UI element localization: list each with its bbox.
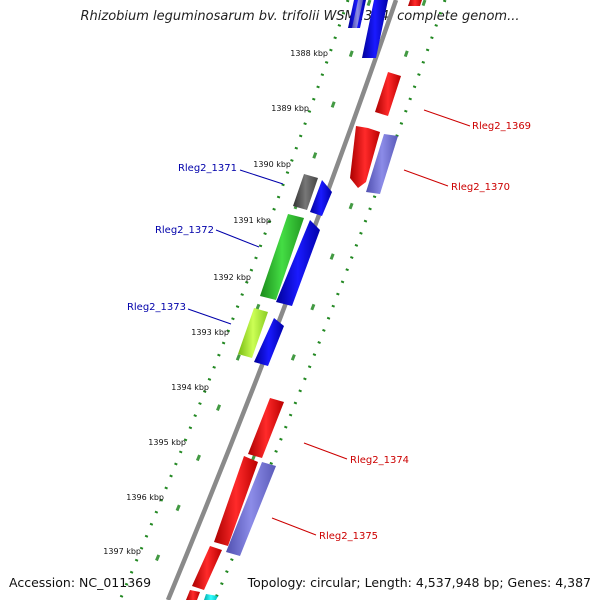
cds-arrow-rleg2-1371[interactable] — [310, 180, 332, 216]
cds-arrow-rleg2-1373[interactable] — [254, 318, 284, 366]
gene-arrow[interactable] — [352, 0, 363, 28]
gene-label-group: Rleg2_1369 Rleg2_1370 Rleg2_1371 Rleg2_1… — [127, 121, 531, 542]
gene-label-rleg2-1369[interactable]: Rleg2_1369 — [472, 121, 531, 132]
gene-label-rleg2-1375[interactable]: Rleg2_1375 — [319, 531, 378, 542]
cds-arrow-rleg2-1375[interactable] — [214, 456, 258, 546]
cds-arrow[interactable] — [186, 590, 200, 600]
cds-arrow-rleg2-1369[interactable] — [375, 72, 401, 116]
kbp-tick-label: 1393 kbp — [191, 328, 229, 337]
gene-label-rleg2-1370[interactable]: Rleg2_1370 — [451, 182, 510, 193]
leader-line — [303, 442, 348, 460]
map-title: Rhizobium leguminosarum bv. trifolii WSM… — [80, 9, 520, 24]
gene-features — [186, 0, 422, 600]
cds-arrow-rleg2-1370[interactable] — [350, 126, 380, 188]
cds-arrow[interactable] — [408, 0, 422, 6]
gene-label-rleg2-1374[interactable]: Rleg2_1374 — [350, 455, 409, 466]
gene-arrow-rleg2-1371[interactable] — [293, 174, 318, 210]
gene-label-rleg2-1373[interactable]: Rleg2_1373 — [127, 302, 186, 313]
kbp-tick-label: 1389 kbp — [271, 104, 309, 113]
outer-dotted-ring — [213, 0, 447, 600]
accession-text: Accession: NC_011369 — [9, 575, 152, 590]
leader-line — [423, 109, 471, 127]
gene-arrow-rleg2-1372[interactable] — [260, 214, 304, 300]
kbp-tick-label: 1392 kbp — [213, 273, 251, 282]
inner-dotted-ring — [118, 0, 350, 600]
kbp-tick-label: 1396 kbp — [126, 493, 164, 502]
kbp-tick-label: 1394 kbp — [171, 383, 209, 392]
kbp-tick-label: 1397 kbp — [103, 547, 141, 556]
kbp-tick-label: 1391 kbp — [233, 216, 271, 225]
gene-label-rleg2-1372[interactable]: Rleg2_1372 — [155, 225, 214, 236]
cds-arrow[interactable] — [362, 0, 388, 58]
leader-line — [187, 308, 232, 325]
leader-line — [271, 517, 317, 536]
gene-arrow-rleg2-1375[interactable] — [226, 462, 276, 556]
kbp-tick-label: 1390 kbp — [253, 160, 291, 169]
kbp-tick-label: 1388 kbp — [290, 49, 328, 58]
kbp-scale: 1388 kbp 1389 kbp 1390 kbp 1391 kbp 1392… — [103, 49, 328, 556]
genome-summary-text: Topology: circular; Length: 4,537,948 bp… — [247, 575, 591, 590]
leader-line — [239, 169, 284, 185]
gene-label-rleg2-1371[interactable]: Rleg2_1371 — [178, 163, 237, 174]
gene-arrow-rleg2-1370[interactable] — [366, 134, 398, 194]
cds-arrow[interactable] — [192, 546, 222, 590]
kbp-tick-label: 1395 kbp — [148, 438, 186, 447]
cds-arrow-rleg2-1372[interactable] — [276, 220, 320, 306]
gene-arrow-rleg2-1373[interactable] — [238, 308, 268, 358]
gene-arrow[interactable] — [204, 594, 218, 600]
leader-line — [215, 229, 260, 248]
label-leaders — [187, 109, 471, 536]
cds-arrow-rleg2-1374[interactable] — [248, 398, 284, 458]
leader-line — [403, 169, 449, 187]
